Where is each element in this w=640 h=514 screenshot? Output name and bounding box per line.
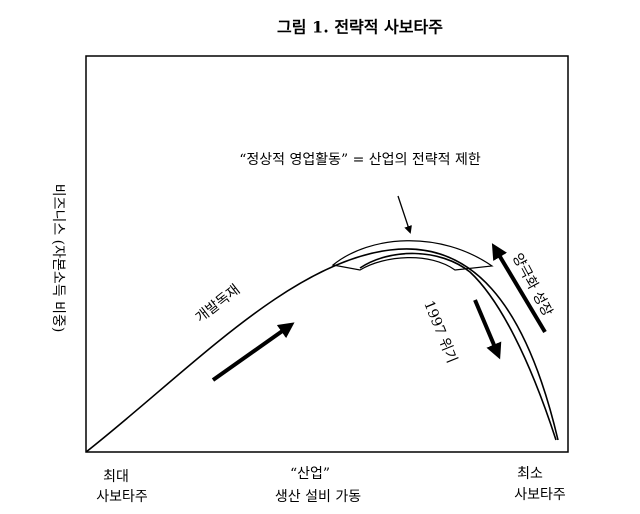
x-label-middle: 생산 설비 가동 bbox=[275, 489, 361, 505]
inner-curve bbox=[359, 252, 557, 441]
annotation: “정상적 영업활동” = 산업의 전략적 제한 bbox=[239, 152, 481, 168]
x-label-right: 사보타주 bbox=[514, 487, 566, 503]
crisis-label: 1997 위기 bbox=[420, 298, 460, 365]
x-label-left: 사보타주 bbox=[96, 489, 148, 505]
main-curve bbox=[85, 248, 559, 453]
x-label-right: 최소 bbox=[517, 466, 543, 482]
rise-label: 개발독재 bbox=[193, 282, 243, 326]
x-label-middle: “산업” bbox=[290, 466, 330, 482]
crisis-arrow bbox=[473, 299, 502, 360]
y-axis-label: 비즈니스 (자본소득 비중) bbox=[50, 184, 66, 333]
x-label-left: 최대 bbox=[103, 469, 129, 485]
pointer-arrow bbox=[397, 195, 412, 234]
frame bbox=[85, 55, 569, 453]
rise-arrow bbox=[211, 322, 295, 382]
growth-arrow bbox=[491, 243, 547, 334]
highlight-lens bbox=[331, 240, 494, 271]
title: 그림 1. 전략적 사보타주 bbox=[277, 18, 443, 37]
